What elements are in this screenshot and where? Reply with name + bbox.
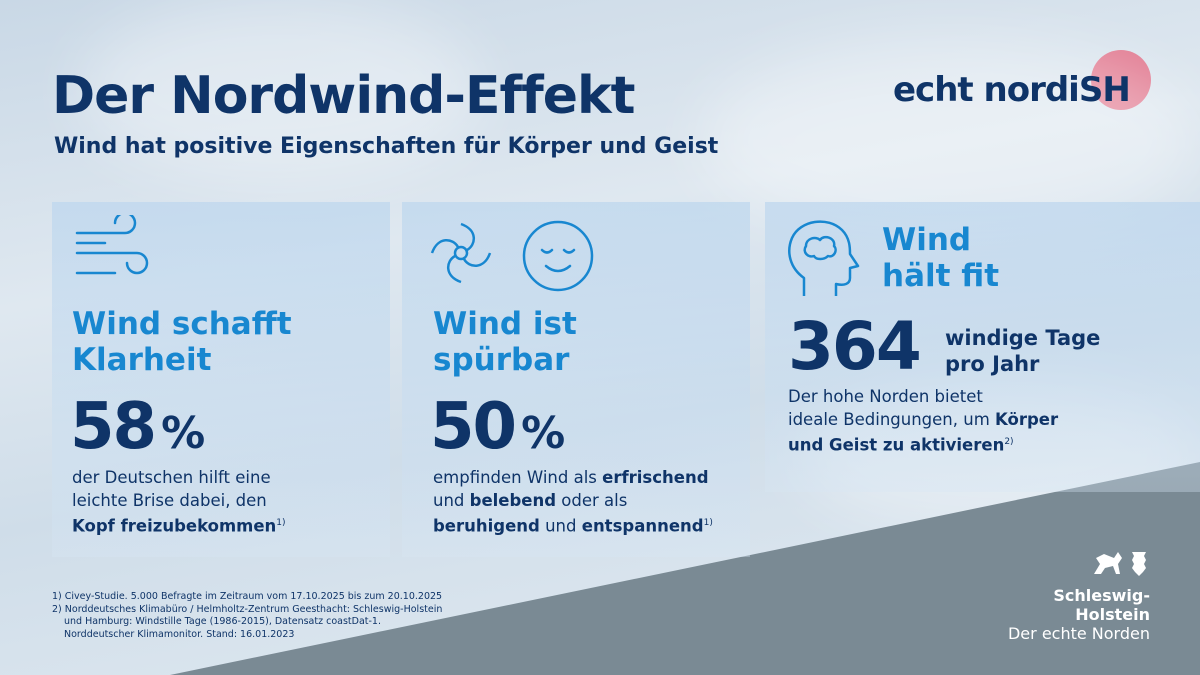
schleswig-holstein-logo: Schleswig-Holstein Der echte Norden <box>985 550 1150 643</box>
page-subtitle: Wind hat positive Eigenschaften für Körp… <box>54 134 719 159</box>
echt-nordish-logo: echt nordiSH <box>893 50 1151 110</box>
page-title: Der Nordwind-Effekt <box>52 66 635 126</box>
panel-title: Wind schafft Klarheit <box>72 306 292 378</box>
head-brain-icon <box>788 220 860 296</box>
panel-title: Wind hält fit <box>882 222 1000 294</box>
stat-description: der Deutschen hilft eine leichte Brise da… <box>72 468 286 536</box>
stat-description: Der hohe Norden bietet ideale Bedingungen… <box>788 387 1059 455</box>
stat-description: empfinden Wind als erfrischend und belebe… <box>433 468 713 536</box>
fan-icon <box>430 222 492 284</box>
stat-value: 58% <box>70 390 205 464</box>
stat-value: 364 <box>788 308 922 385</box>
cloud <box>80 0 480 180</box>
stat-value: 50% <box>430 390 565 464</box>
coat-of-arms-icon <box>1094 552 1146 576</box>
stat-label: windige Tage pro Jahr <box>945 326 1101 376</box>
relaxed-face-icon <box>522 220 594 292</box>
panel-title: Wind ist spürbar <box>433 306 577 378</box>
panel-fit <box>765 202 1200 492</box>
wind-icon <box>75 215 149 275</box>
footnotes: 1) Civey-Studie. 5.000 Befragte im Zeitr… <box>52 591 443 640</box>
panel-klarheit <box>52 202 390 557</box>
panel-spuerbar <box>402 202 750 557</box>
